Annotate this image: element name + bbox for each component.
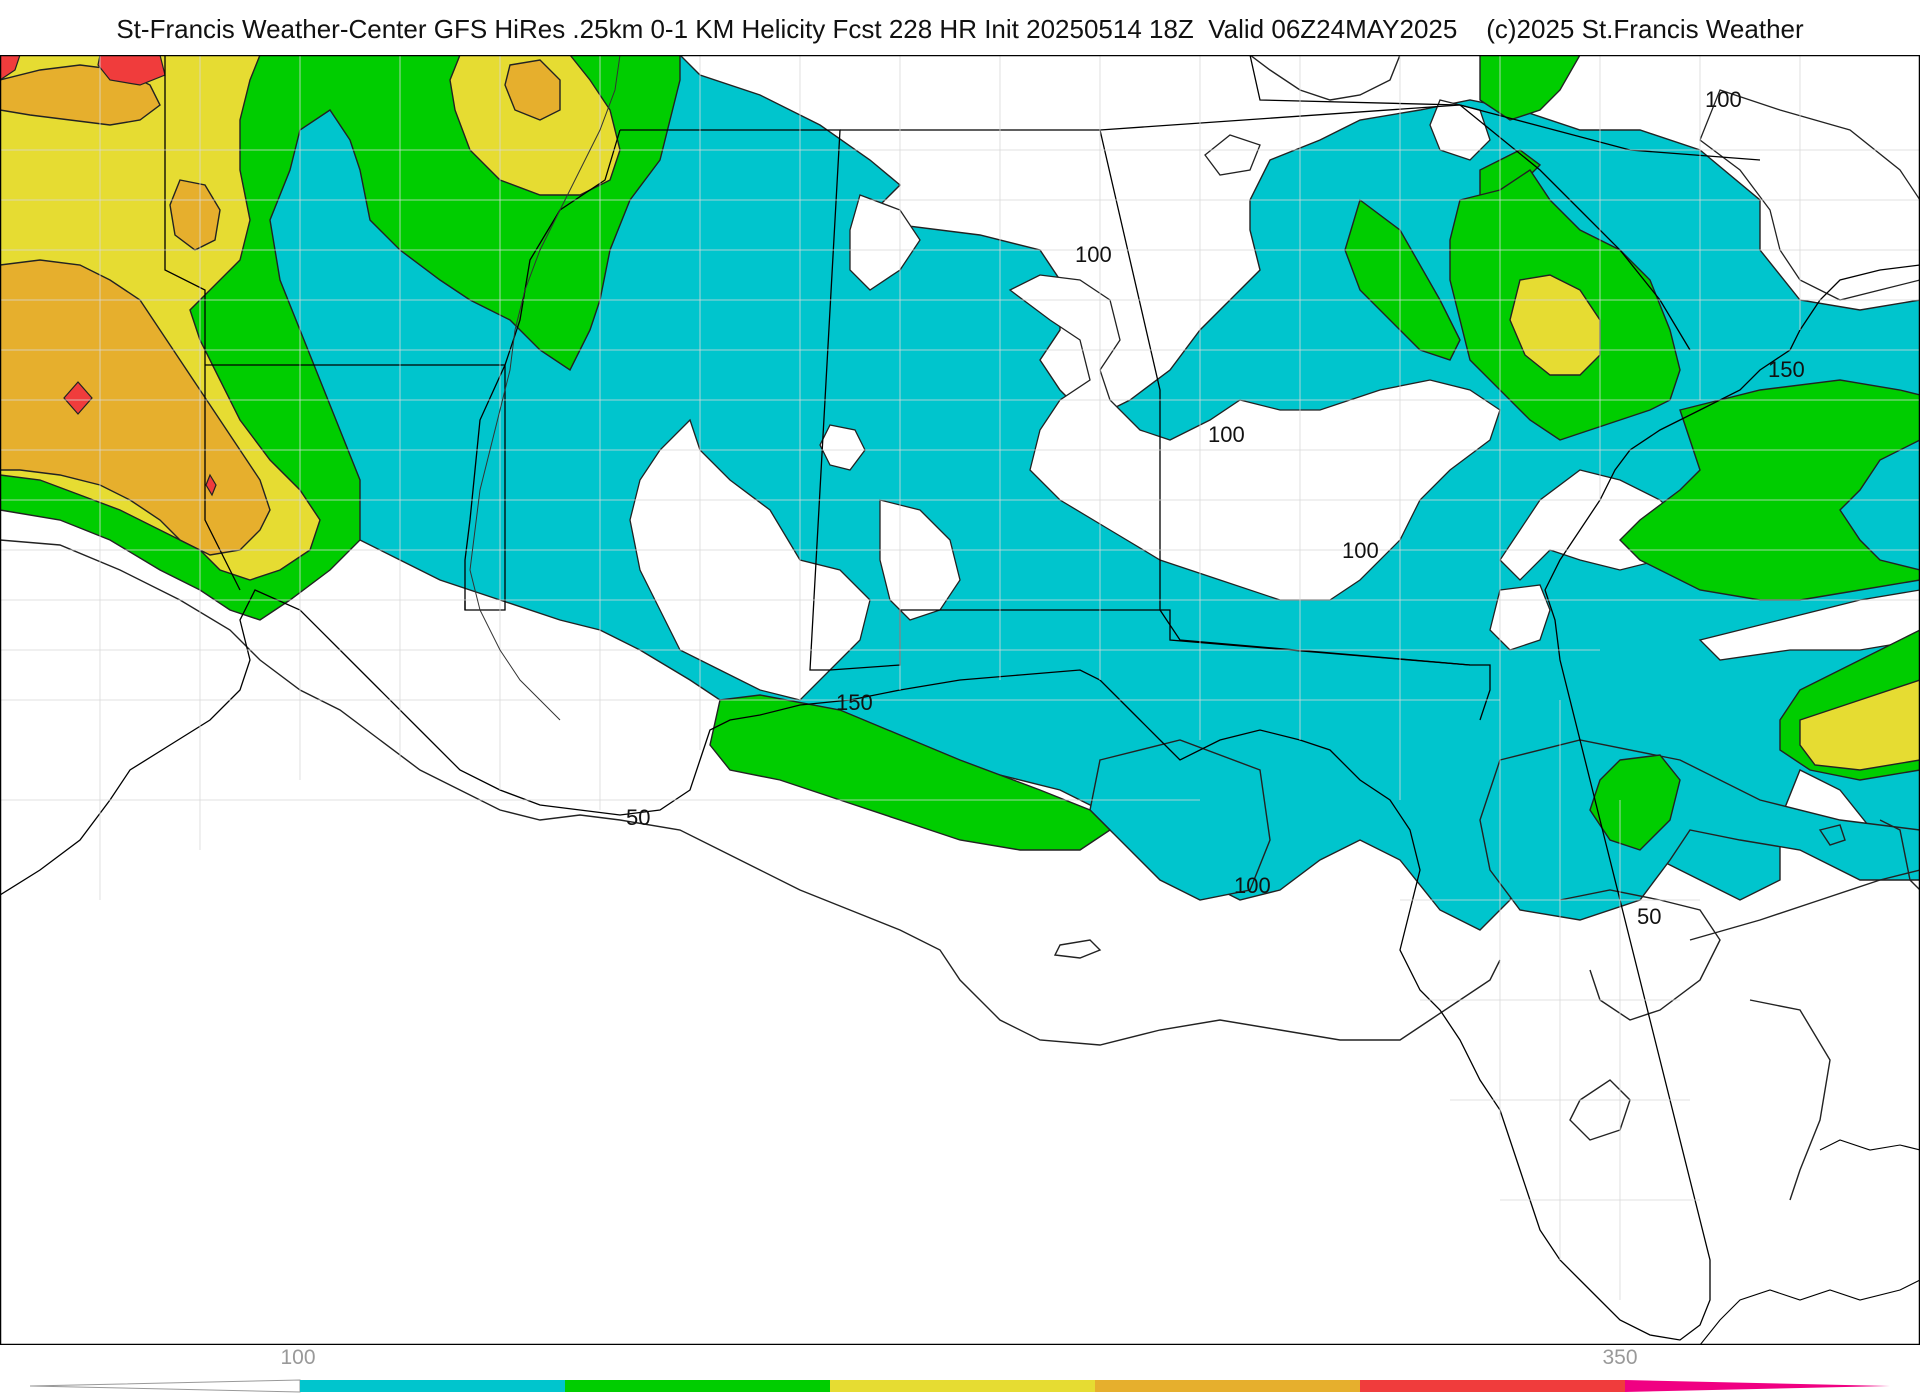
helicity-300-region <box>63 381 93 415</box>
helicity-200-region <box>449 55 621 196</box>
helicity-150-region <box>709 694 1112 851</box>
helicity-hole <box>629 418 871 701</box>
helicity-100-region-atlantic <box>1479 739 1920 921</box>
coastline-islands <box>1699 1279 1920 1345</box>
contour-label: 100 <box>1342 538 1379 563</box>
contour-label: 100 <box>1234 873 1271 898</box>
helicity-50-contour <box>1053 939 1102 959</box>
helicity-50-contour <box>1689 869 1920 941</box>
helicity-hole <box>819 424 866 471</box>
colorbar-high-extension <box>1625 1380 1890 1392</box>
helicity-150-region <box>1479 55 1581 121</box>
helicity-150-region <box>1344 198 1461 361</box>
helicity-50-contour <box>0 539 1501 1046</box>
helicity-300-region <box>0 55 21 81</box>
colorbar-swatch <box>300 1380 565 1392</box>
contour-label: 50 <box>1637 904 1661 929</box>
helicity-250-region <box>0 259 271 556</box>
contour-label: 100 <box>1208 422 1245 447</box>
helicity-50-contour <box>1249 55 1401 101</box>
helicity-50-contour <box>1879 819 1920 891</box>
helicity-50-contour <box>1749 999 1831 1201</box>
helicity-150-region <box>1589 754 1681 851</box>
county-boundaries <box>0 55 1920 1300</box>
helicity-50-contour <box>1559 889 1721 1021</box>
contour-label: 100 <box>1705 87 1742 112</box>
map-title: St-Francis Weather-Center GFS HiRes .25k… <box>116 14 1804 44</box>
helicity-hole <box>1204 134 1261 176</box>
colorbar-swatch <box>565 1380 830 1392</box>
helicity-hole <box>1008 274 1501 601</box>
helicity-50-contour <box>1818 824 1846 846</box>
helicity-hole <box>849 194 921 291</box>
helicity-200-region <box>1799 679 1920 771</box>
colorbar-tick-label: 100 <box>280 1346 315 1369</box>
helicity-250-region <box>169 179 221 251</box>
colorbar-tick-label: 350 <box>1602 1346 1637 1369</box>
helicity-hole <box>1489 584 1551 651</box>
colorbar-swatch <box>1360 1380 1625 1392</box>
helicity-hole <box>1699 89 1920 301</box>
helicity-150-region <box>1619 379 1920 601</box>
contour-label: 50 <box>626 805 650 830</box>
helicity-map: 100 100 100 100 150 150 50 100 50 <box>0 55 1920 1345</box>
colorbar-swatch <box>1095 1380 1360 1392</box>
helicity-300-region <box>205 473 217 497</box>
coastline-keys <box>1819 1139 1920 1151</box>
river <box>469 55 621 721</box>
helicity-hole <box>1698 589 1920 661</box>
helicity-300-region <box>97 55 166 86</box>
contour-label: 150 <box>836 690 873 715</box>
contour-label: 100 <box>1075 242 1112 267</box>
colorbar-low-extension <box>29 1379 301 1393</box>
colorbar: 100 350 <box>29 1346 1890 1393</box>
colorbar-swatch <box>830 1380 1095 1392</box>
helicity-250-region <box>504 59 561 121</box>
contour-label: 150 <box>1768 357 1805 382</box>
